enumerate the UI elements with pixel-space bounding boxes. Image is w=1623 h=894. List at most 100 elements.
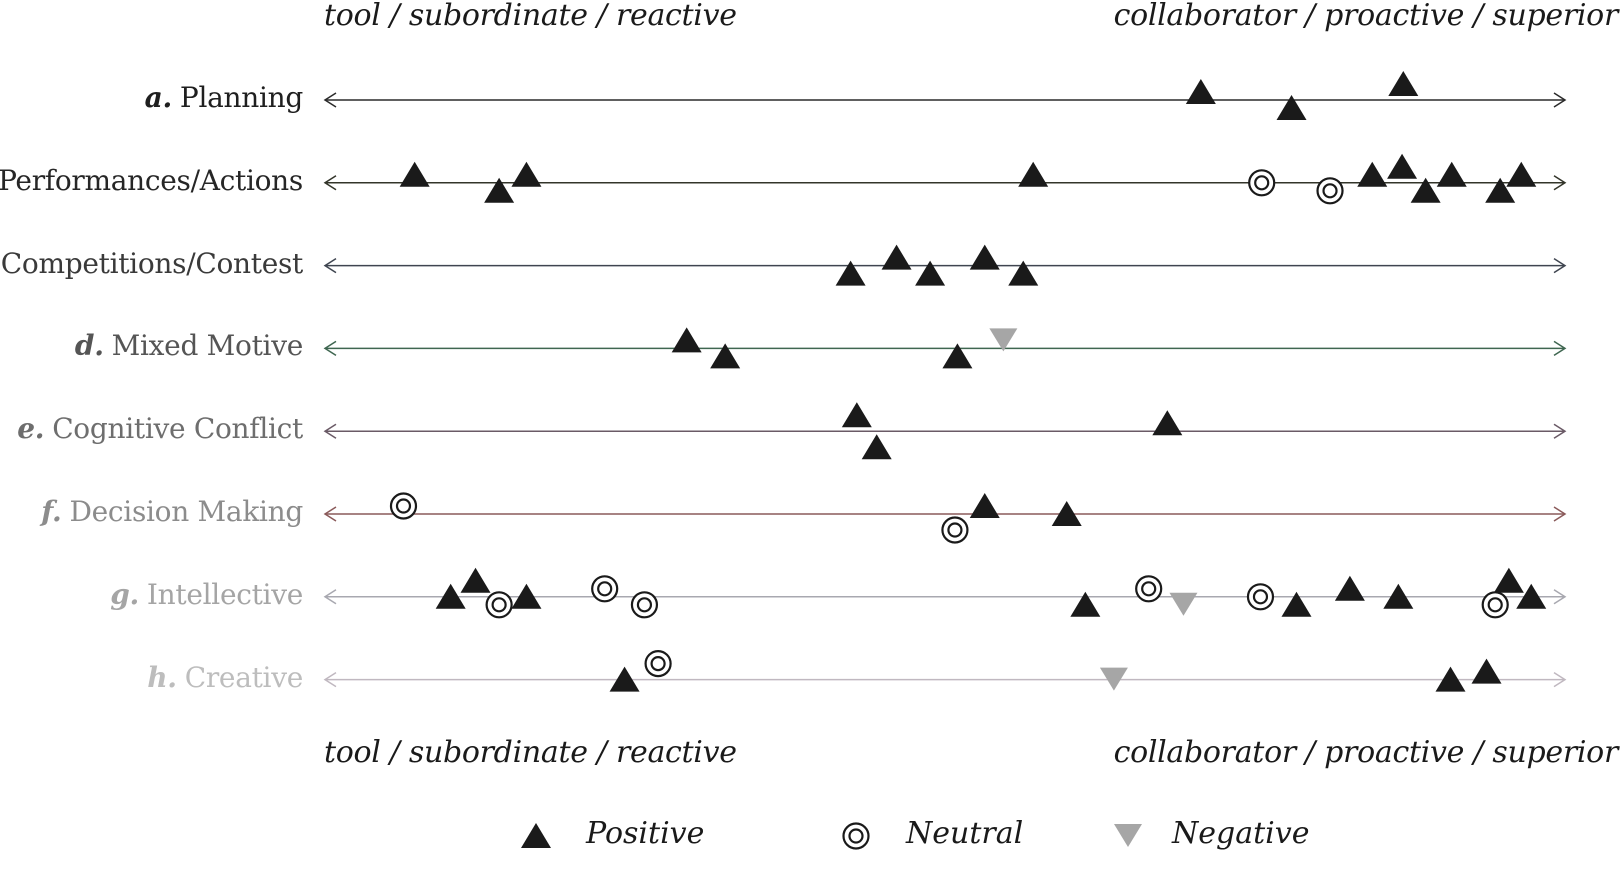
neutral-marker <box>1481 591 1509 619</box>
row-name: Decision Making <box>69 495 303 528</box>
left-arrowhead <box>323 506 337 522</box>
neutral-marker <box>591 575 619 603</box>
row-name: Mixed Motive <box>111 329 304 363</box>
right-arrowhead <box>1553 423 1567 439</box>
bottom-left-axis-label: tool / subordinate / reactive <box>324 735 737 770</box>
row-label: e. Cognitive Conflict <box>17 412 303 445</box>
top-right-axis-label: collaborator / proactive / superior <box>1113 0 1619 33</box>
left-arrowhead <box>323 257 337 274</box>
legend-positive-icon <box>521 823 551 848</box>
row-letter: e. <box>17 412 45 446</box>
legend-neutral-icon <box>842 822 870 850</box>
right-arrowhead <box>1553 506 1567 522</box>
positive-marker <box>1334 575 1365 601</box>
legend-negative-label: Negative <box>1172 816 1310 851</box>
positive-marker <box>399 161 430 187</box>
row-label: b.Performances/Actions <box>0 164 303 197</box>
neutral-marker <box>941 516 969 544</box>
bottom-right-axis-label: collaborator / proactive / superior <box>1113 735 1619 770</box>
left-arrowhead <box>323 671 337 688</box>
row-label: f. Decision Making <box>41 495 303 528</box>
positive-marker <box>484 177 515 203</box>
positive-marker <box>835 260 866 286</box>
neutral-marker <box>389 492 418 520</box>
row-label: a. Planning <box>144 81 304 114</box>
row-letter: d. <box>74 329 104 363</box>
row-letter: g. <box>110 577 139 611</box>
neutral-marker <box>1246 583 1275 611</box>
positive-marker <box>1485 177 1516 203</box>
positive-marker <box>1281 591 1312 617</box>
right-arrowhead <box>1553 92 1567 108</box>
positive-marker <box>609 666 640 692</box>
row-intellective <box>323 567 1567 619</box>
row-creative <box>323 649 1567 692</box>
positive-marker <box>1051 501 1082 526</box>
row-name: Intellective <box>146 577 303 611</box>
row-mixed-motive <box>323 327 1567 369</box>
positive-marker <box>915 260 946 286</box>
positive-marker <box>460 567 491 593</box>
positive-marker <box>1410 177 1441 203</box>
right-arrowhead <box>1553 175 1567 191</box>
positive-marker <box>942 343 973 369</box>
neutral-marker <box>630 591 659 619</box>
row-label: d. Mixed Motive <box>75 329 303 362</box>
row-name: Performances/Actions <box>0 163 303 197</box>
positive-marker <box>1185 79 1216 104</box>
positive-marker <box>1493 567 1524 593</box>
positive-marker <box>1357 161 1388 187</box>
positive-marker <box>1387 153 1418 179</box>
legend-neutral-label: Neutral <box>906 816 1024 851</box>
row-decision-making <box>323 492 1567 544</box>
legend-negative-icon <box>1114 824 1142 847</box>
positive-marker <box>1383 583 1414 609</box>
negative-marker <box>1169 592 1198 616</box>
row-name: Creative <box>184 660 304 694</box>
positive-marker <box>511 583 542 609</box>
positive-marker <box>861 434 892 460</box>
row-letter: f. <box>41 495 62 528</box>
positive-marker <box>1506 161 1537 187</box>
positive-marker <box>1435 666 1466 692</box>
positive-marker <box>1388 71 1419 96</box>
row-name: Competitions/Contest <box>0 246 304 280</box>
row-cognitive-conflict <box>323 402 1567 460</box>
positive-marker <box>1436 161 1467 187</box>
positive-marker <box>671 327 702 353</box>
row-name: Planning <box>179 81 303 114</box>
left-arrowhead <box>323 589 337 605</box>
neutral-marker <box>1316 177 1344 205</box>
left-arrowhead <box>323 92 337 108</box>
positive-marker <box>841 402 872 428</box>
positive-marker <box>710 343 741 369</box>
neutral-marker <box>644 649 672 678</box>
right-arrowhead <box>1553 589 1567 605</box>
neutral-marker <box>1135 575 1163 603</box>
positive-marker <box>511 161 542 187</box>
positive-marker <box>1018 161 1049 187</box>
positive-marker <box>1152 410 1183 436</box>
row-name: Cognitive Conflict <box>52 412 303 446</box>
row-performances-actions <box>323 153 1567 205</box>
row-label: h. Creative <box>147 661 303 694</box>
row-planning <box>323 71 1567 120</box>
row-letter: a. <box>144 81 173 114</box>
row-label: c.Competitions/Contest <box>0 246 304 280</box>
positive-marker <box>1276 95 1307 120</box>
left-arrowhead <box>323 423 337 439</box>
right-arrowhead <box>1553 340 1567 357</box>
positive-marker <box>969 244 1000 270</box>
negative-marker <box>1099 667 1128 691</box>
positive-marker <box>969 493 1000 518</box>
left-arrowhead <box>323 175 337 191</box>
left-arrowhead <box>323 340 337 357</box>
row-letter: h. <box>147 660 177 694</box>
positive-marker <box>881 244 912 270</box>
positive-marker <box>1008 260 1039 286</box>
positive-marker <box>1516 583 1547 609</box>
negative-marker <box>989 328 1018 352</box>
legend-positive-label: Positive <box>586 816 705 851</box>
